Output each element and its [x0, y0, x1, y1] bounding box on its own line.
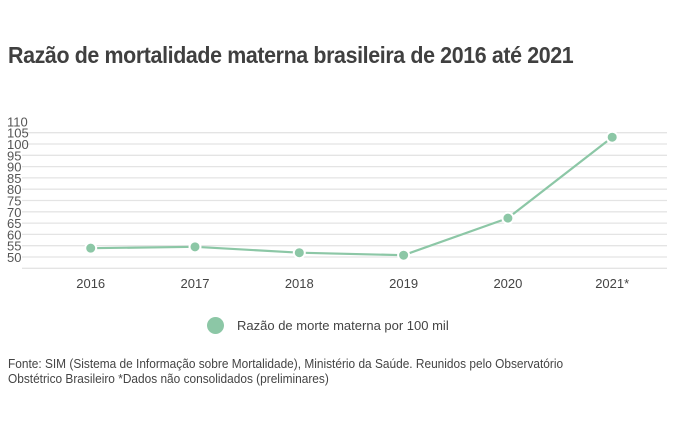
y-tick-label: 85: [7, 171, 21, 186]
data-point: [188, 240, 202, 254]
series-points: [84, 130, 619, 262]
y-tick-label: 90: [7, 160, 21, 175]
legend-swatch-icon: [207, 317, 224, 334]
source-line-2: Obstétrico Brasileiro *Dados não consoli…: [8, 372, 329, 386]
y-tick-label: 75: [7, 194, 21, 209]
y-tick-label: 60: [7, 227, 21, 242]
data-point: [397, 248, 411, 262]
y-tick-label: 95: [7, 148, 21, 163]
y-tick-label: 70: [7, 205, 21, 220]
y-tick-label: 65: [7, 216, 21, 231]
data-point: [501, 211, 515, 225]
y-tick-label: 55: [7, 239, 21, 254]
chart-title: Razão de mortalidade materna brasileira …: [8, 42, 574, 68]
legend: Razão de morte materna por 100 mil: [207, 317, 449, 334]
y-tick-label: 50: [7, 250, 21, 265]
x-tick-label: 2018: [285, 276, 314, 291]
legend-label: Razão de morte materna por 100 mil: [237, 318, 449, 333]
x-tick-label: 2017: [181, 276, 210, 291]
y-tick-label: 100: [7, 137, 29, 152]
x-axis-ticks: 2016 2017 2018 2019 2020 2021*: [76, 276, 629, 291]
series-line: [90, 136, 613, 257]
data-point: [292, 246, 306, 260]
x-tick-label: 2020: [493, 276, 522, 291]
x-tick-label: 2019: [389, 276, 418, 291]
x-tick-label: 2016: [76, 276, 105, 291]
gridlines: [22, 132, 667, 269]
source-line-1: Fonte: SIM (Sistema de Informação sobre …: [8, 357, 564, 371]
x-tick-label: 2021*: [595, 276, 629, 291]
y-tick-label: 110: [7, 114, 28, 129]
y-tick-label: 105: [7, 126, 29, 141]
series-line-path: [90, 136, 613, 257]
y-tick-label: 80: [7, 182, 21, 197]
data-point: [605, 130, 619, 144]
data-point: [84, 241, 98, 255]
source-note: Fonte: SIM (Sistema de Informação sobre …: [8, 357, 640, 387]
